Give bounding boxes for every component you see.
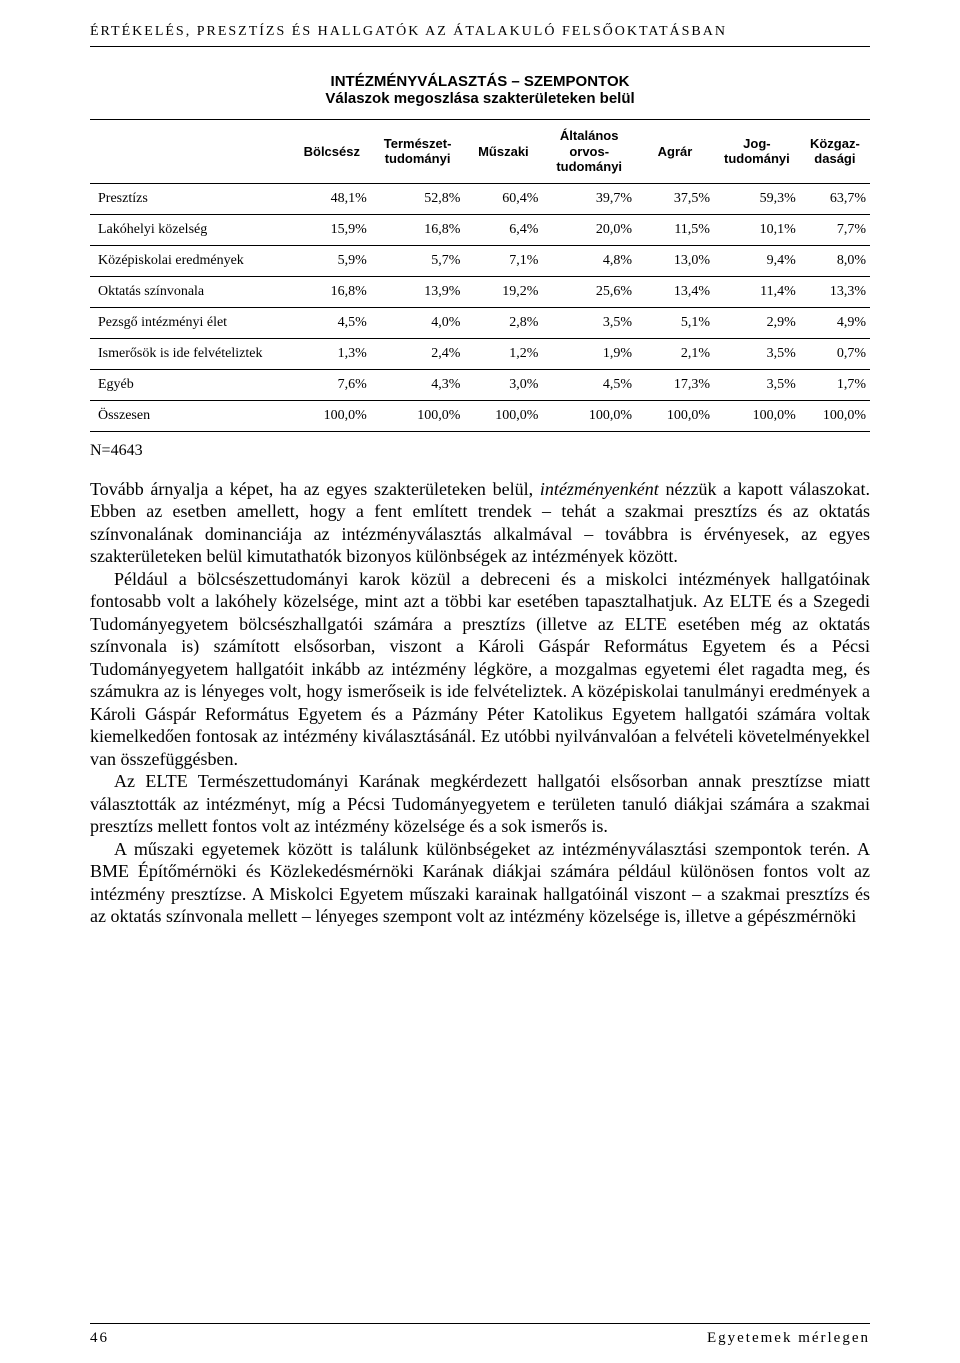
body-text: Tovább árnyalja a képet, ha az egyes sza… — [90, 478, 870, 928]
paragraph-3: Az ELTE Természettudományi Karának megké… — [90, 770, 870, 838]
column-header: Bölcsész — [293, 120, 371, 184]
cell-value: 1,7% — [800, 369, 870, 400]
cell-value: 16,8% — [371, 214, 465, 245]
running-head: ÉRTÉKELÉS, PRESZTÍZS ÉS HALLGATÓK AZ ÁTA… — [90, 24, 870, 47]
paragraph-2: Például a bölcsészettudományi karok közü… — [90, 568, 870, 771]
cell-value: 100,0% — [371, 400, 465, 431]
paragraph-4: A műszaki egyetemek között is találunk k… — [90, 838, 870, 928]
cell-value: 100,0% — [714, 400, 800, 431]
column-header: Közgaz-dasági — [800, 120, 870, 184]
cell-value: 3,0% — [464, 369, 542, 400]
column-header — [90, 120, 293, 184]
cell-value: 11,4% — [714, 276, 800, 307]
cell-value: 8,0% — [800, 245, 870, 276]
cell-value: 13,9% — [371, 276, 465, 307]
cell-value: 37,5% — [636, 183, 714, 214]
cell-value: 1,9% — [542, 338, 636, 369]
cell-value: 2,8% — [464, 307, 542, 338]
cell-value: 4,5% — [542, 369, 636, 400]
cell-value: 3,5% — [542, 307, 636, 338]
cell-value: 39,7% — [542, 183, 636, 214]
table-row: Lakóhelyi közelség15,9%16,8%6,4%20,0%11,… — [90, 214, 870, 245]
sample-size-note: N=4643 — [90, 442, 870, 460]
cell-value: 63,7% — [800, 183, 870, 214]
cell-value: 4,9% — [800, 307, 870, 338]
cell-value: 4,8% — [542, 245, 636, 276]
row-label: Összesen — [90, 400, 293, 431]
cell-value: 52,8% — [371, 183, 465, 214]
cell-value: 7,6% — [293, 369, 371, 400]
row-label: Lakóhelyi közelség — [90, 214, 293, 245]
p1-italic: intézményenként — [540, 479, 659, 499]
cell-value: 5,7% — [371, 245, 465, 276]
cell-value: 19,2% — [464, 276, 542, 307]
table-row: Ismerősök is ide felvételiztek1,3%2,4%1,… — [90, 338, 870, 369]
page-number: 46 — [90, 1330, 109, 1347]
table-row: Egyéb7,6%4,3%3,0%4,5%17,3%3,5%1,7% — [90, 369, 870, 400]
cell-value: 100,0% — [293, 400, 371, 431]
cell-value: 1,3% — [293, 338, 371, 369]
cell-value: 100,0% — [542, 400, 636, 431]
publication-title: Egyetemek mérlegen — [707, 1330, 870, 1347]
cell-value: 13,4% — [636, 276, 714, 307]
cell-value: 3,5% — [714, 338, 800, 369]
table-row: Összesen100,0%100,0%100,0%100,0%100,0%10… — [90, 400, 870, 431]
cell-value: 11,5% — [636, 214, 714, 245]
cell-value: 17,3% — [636, 369, 714, 400]
paragraph-1: Tovább árnyalja a képet, ha az egyes sza… — [90, 478, 870, 568]
cell-value: 20,0% — [542, 214, 636, 245]
cell-value: 6,4% — [464, 214, 542, 245]
table-row: Oktatás színvonala16,8%13,9%19,2%25,6%13… — [90, 276, 870, 307]
cell-value: 5,1% — [636, 307, 714, 338]
column-header: Jog-tudományi — [714, 120, 800, 184]
cell-value: 0,7% — [800, 338, 870, 369]
table-header-row: BölcsészTermészet-tudományiMűszakiÁltalá… — [90, 120, 870, 184]
cell-value: 4,5% — [293, 307, 371, 338]
cell-value: 2,4% — [371, 338, 465, 369]
cell-value: 25,6% — [542, 276, 636, 307]
cell-value: 16,8% — [293, 276, 371, 307]
table-row: Középiskolai eredmények5,9%5,7%7,1%4,8%1… — [90, 245, 870, 276]
table-title: INTÉZMÉNYVÁLASZTÁS – SZEMPONTOK — [90, 73, 870, 90]
row-label: Középiskolai eredmények — [90, 245, 293, 276]
column-header: Műszaki — [464, 120, 542, 184]
cell-value: 7,1% — [464, 245, 542, 276]
cell-value: 2,1% — [636, 338, 714, 369]
cell-value: 4,3% — [371, 369, 465, 400]
column-header: Természet-tudományi — [371, 120, 465, 184]
cell-value: 15,9% — [293, 214, 371, 245]
table-row: Presztízs48,1%52,8%60,4%39,7%37,5%59,3%6… — [90, 183, 870, 214]
cell-value: 48,1% — [293, 183, 371, 214]
page: ÉRTÉKELÉS, PRESZTÍZS ÉS HALLGATÓK AZ ÁTA… — [0, 0, 960, 1363]
cell-value: 100,0% — [636, 400, 714, 431]
row-label: Oktatás színvonala — [90, 276, 293, 307]
cell-value: 1,2% — [464, 338, 542, 369]
cell-value: 100,0% — [800, 400, 870, 431]
cell-value: 100,0% — [464, 400, 542, 431]
cell-value: 10,1% — [714, 214, 800, 245]
table-body: Presztízs48,1%52,8%60,4%39,7%37,5%59,3%6… — [90, 183, 870, 431]
cell-value: 60,4% — [464, 183, 542, 214]
p1-part-a: Tovább árnyalja a képet, ha az egyes sza… — [90, 479, 540, 499]
column-header: Általánosorvos-tudományi — [542, 120, 636, 184]
cell-value: 7,7% — [800, 214, 870, 245]
table-row: Pezsgő intézményi élet4,5%4,0%2,8%3,5%5,… — [90, 307, 870, 338]
row-label: Presztízs — [90, 183, 293, 214]
data-table: BölcsészTermészet-tudományiMűszakiÁltalá… — [90, 119, 870, 432]
cell-value: 59,3% — [714, 183, 800, 214]
column-header: Agrár — [636, 120, 714, 184]
cell-value: 3,5% — [714, 369, 800, 400]
row-label: Ismerősök is ide felvételiztek — [90, 338, 293, 369]
cell-value: 13,3% — [800, 276, 870, 307]
table-header-block: INTÉZMÉNYVÁLASZTÁS – SZEMPONTOK Válaszok… — [90, 73, 870, 107]
row-label: Pezsgő intézményi élet — [90, 307, 293, 338]
cell-value: 5,9% — [293, 245, 371, 276]
cell-value: 9,4% — [714, 245, 800, 276]
page-footer: 46 Egyetemek mérlegen — [90, 1323, 870, 1347]
table-subtitle: Válaszok megoszlása szakterületeken belü… — [90, 90, 870, 107]
cell-value: 13,0% — [636, 245, 714, 276]
cell-value: 2,9% — [714, 307, 800, 338]
row-label: Egyéb — [90, 369, 293, 400]
cell-value: 4,0% — [371, 307, 465, 338]
